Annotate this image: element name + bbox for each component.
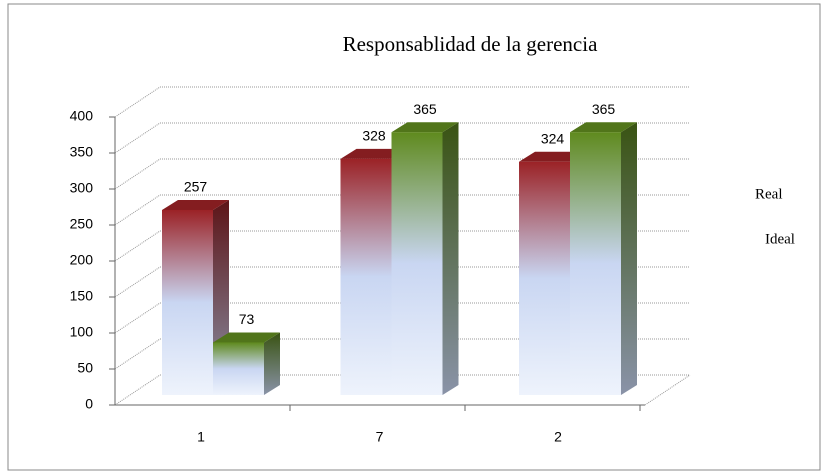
bar xyxy=(213,342,264,395)
legend-label: Real xyxy=(755,186,783,202)
bar xyxy=(570,132,621,395)
bar-side xyxy=(264,332,280,395)
y-tick-label: 350 xyxy=(70,144,94,160)
bar xyxy=(162,209,213,395)
y-tick-label: 250 xyxy=(70,216,94,232)
bar-top xyxy=(519,151,586,162)
bar-top xyxy=(213,332,280,343)
chart-title: Responsablidad de la gerencia xyxy=(343,32,598,56)
y-tick-label: 300 xyxy=(70,180,94,196)
data-label: 328 xyxy=(362,128,386,144)
x-tick-label: 2 xyxy=(554,429,562,445)
y-tick-label: 400 xyxy=(70,108,94,124)
y-tick-label: 0 xyxy=(85,396,93,412)
bar xyxy=(340,158,392,395)
bar-side xyxy=(621,122,637,395)
bar xyxy=(391,132,443,395)
data-label: 257 xyxy=(184,179,208,195)
bar xyxy=(519,161,570,395)
bar-side xyxy=(442,122,459,395)
y-tick-label: 200 xyxy=(70,252,94,268)
bar-top xyxy=(340,148,408,159)
data-label: 324 xyxy=(541,130,565,146)
bar-top xyxy=(570,122,637,133)
data-label: 73 xyxy=(239,311,255,327)
data-label: 365 xyxy=(413,101,437,117)
legend-label: Ideal xyxy=(765,231,795,247)
bar-top xyxy=(391,122,459,133)
y-tick-label: 50 xyxy=(77,360,93,376)
y-tick-label: 100 xyxy=(70,324,94,340)
y-tick-label: 150 xyxy=(70,288,94,304)
data-label: 365 xyxy=(592,101,616,117)
x-tick-label: 7 xyxy=(376,429,384,445)
x-tick-label: 1 xyxy=(197,429,205,445)
bar-top xyxy=(162,199,229,210)
